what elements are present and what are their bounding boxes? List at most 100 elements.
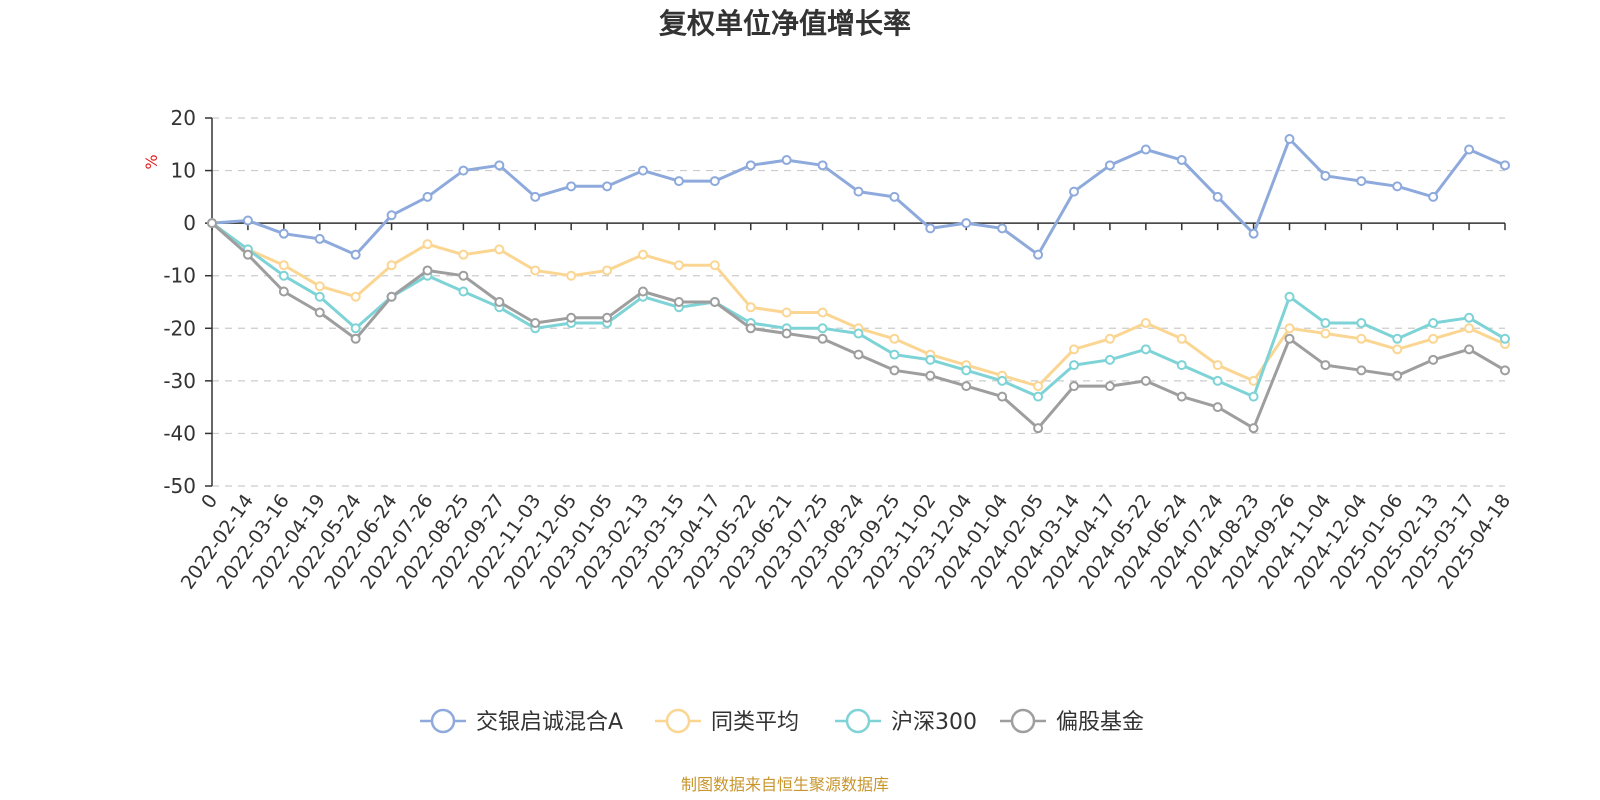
data-point (1356, 365, 1367, 376)
data-point (1033, 249, 1044, 260)
data-point (422, 239, 433, 250)
data-point (458, 249, 469, 260)
y-tick-label: 10 (171, 159, 196, 183)
data-point (997, 391, 1008, 402)
source-note: 制图数据来自恒生聚源数据库 (681, 775, 889, 794)
legend-marker (430, 708, 456, 734)
data-point (817, 333, 828, 344)
legend-item[interactable]: 偏股基金 (1000, 708, 1144, 735)
data-point (673, 176, 684, 187)
data-point (1320, 328, 1331, 339)
data-point (1212, 375, 1223, 386)
y-tick-label: -20 (163, 316, 196, 340)
legend-item[interactable]: 交银启诚混合A (420, 708, 623, 735)
series-lines (207, 134, 1510, 434)
data-point (1392, 333, 1403, 344)
data-point (1464, 312, 1475, 323)
data-point (853, 328, 864, 339)
data-point (1500, 365, 1510, 376)
data-point (530, 191, 541, 202)
data-point (1320, 360, 1331, 371)
data-point (745, 160, 756, 171)
data-point (242, 249, 253, 260)
data-point (1248, 375, 1259, 386)
data-point (1500, 160, 1510, 171)
data-point (997, 223, 1008, 234)
data-point (566, 312, 577, 323)
data-point (350, 249, 361, 260)
y-tick-label: -30 (163, 369, 196, 393)
legend-item[interactable]: 同类平均 (655, 708, 799, 735)
data-point (566, 181, 577, 192)
data-point (207, 218, 217, 229)
series-line (210, 221, 1507, 388)
data-point (1069, 344, 1079, 355)
data-point (494, 244, 505, 255)
data-point (889, 349, 900, 360)
data-point (1212, 360, 1223, 371)
data-point (925, 370, 936, 381)
data-point (1464, 144, 1475, 155)
data-point (422, 265, 433, 276)
series-2 (207, 218, 1510, 402)
data-point (242, 215, 253, 226)
data-point (781, 307, 792, 318)
data-point (386, 291, 397, 302)
data-point (1104, 354, 1115, 365)
data-point (709, 260, 720, 271)
data-point (1140, 375, 1151, 386)
data-point (1356, 318, 1367, 329)
data-point (1176, 391, 1187, 402)
data-point (1284, 134, 1295, 145)
data-point (458, 270, 469, 281)
data-point (1176, 333, 1187, 344)
data-point (961, 381, 972, 392)
data-point (458, 165, 469, 176)
legend-label: 同类平均 (711, 710, 799, 735)
data-point (1428, 333, 1439, 344)
series-line (210, 137, 1507, 257)
data-point (314, 233, 325, 244)
legend-label: 偏股基金 (1056, 710, 1144, 735)
data-point (458, 286, 469, 297)
data-point (1320, 318, 1331, 329)
legend-label: 交银启诚混合A (476, 710, 623, 735)
data-point (314, 281, 325, 292)
data-point (1428, 191, 1439, 202)
data-point (1104, 381, 1115, 392)
data-point (997, 375, 1008, 386)
data-point (1392, 344, 1403, 355)
data-point (1104, 160, 1115, 171)
data-point (1284, 291, 1295, 302)
legend-item[interactable]: 沪深300 (835, 708, 977, 735)
data-point (1464, 323, 1475, 334)
data-point (1248, 423, 1259, 434)
data-point (350, 323, 361, 334)
legend[interactable]: 交银启诚混合A 同类平均 沪深300 偏股基金 (420, 708, 1144, 735)
data-point (386, 210, 397, 221)
data-point (925, 354, 936, 365)
y-axis-unit: % (142, 154, 161, 169)
data-point (494, 297, 505, 307)
legend-marker (845, 708, 871, 734)
data-point (853, 349, 864, 360)
data-point (314, 291, 325, 302)
y-tick-label: 0 (183, 211, 196, 235)
data-point (1392, 181, 1403, 192)
data-point (709, 176, 720, 187)
data-point (1284, 333, 1295, 344)
data-point (1212, 402, 1223, 413)
data-point (1140, 144, 1151, 155)
data-point (602, 265, 613, 276)
data-point (278, 228, 289, 239)
data-point (781, 328, 792, 339)
data-point (422, 191, 433, 202)
data-point (961, 365, 972, 376)
data-point (1140, 318, 1151, 329)
legend-marker (1010, 708, 1036, 734)
data-point (314, 307, 325, 318)
data-point (817, 323, 828, 334)
data-point (278, 286, 289, 297)
data-point (673, 297, 684, 307)
data-point (1033, 381, 1044, 392)
